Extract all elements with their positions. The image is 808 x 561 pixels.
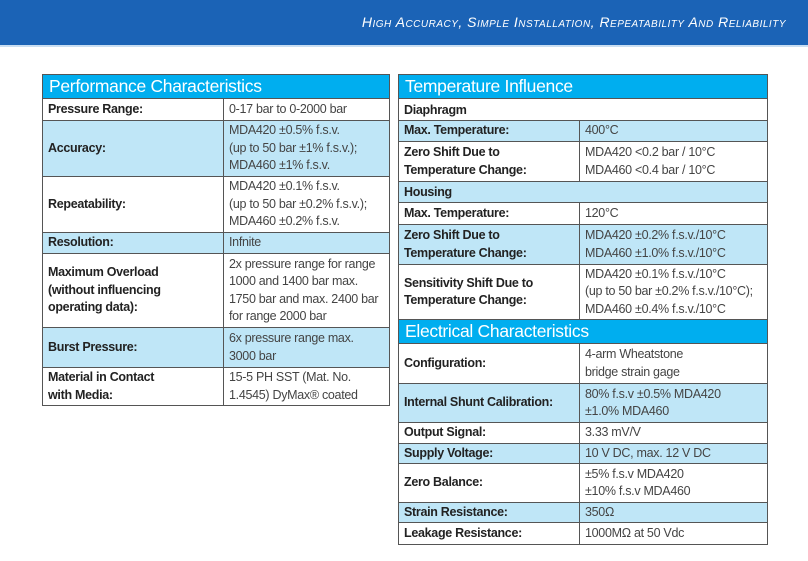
spec-row: Burst Pressure: 6x pressure range max. 30… xyxy=(43,327,389,367)
spec-row: Max. Temperature: 120°C xyxy=(399,202,767,224)
spec-row: Repeatability: MDA420 ±0.1% f.s.v. (up to… xyxy=(43,176,389,232)
spec-row: Sensitivity Shift Due to Temperature Cha… xyxy=(399,264,767,319)
section-header-electrical-characteristics: Electrical Characteristics xyxy=(399,319,767,343)
spec-label: Pressure Range: xyxy=(43,99,224,120)
spec-label: Leakage Resistance: xyxy=(399,523,580,544)
spec-row: Output Signal: 3.33 mV/V xyxy=(399,422,767,443)
spec-value: 2x pressure range for range 1000 and 140… xyxy=(229,256,379,324)
spec-row: Supply Voltage: 10 V DC, max. 12 V DC xyxy=(399,443,767,463)
spec-row: Leakage Resistance: 1000MΩ at 50 Vdc xyxy=(399,522,767,544)
spec-label: Burst Pressure: xyxy=(43,328,224,367)
spec-label: Zero Balance: xyxy=(399,464,580,502)
spec-row: Max. Temperature: 400°C xyxy=(399,120,767,141)
spec-label: Max. Temperature: xyxy=(399,203,580,224)
spec-label: Sensitivity Shift Due to Temperature Cha… xyxy=(399,265,580,319)
spec-row: Resolution: Infnite xyxy=(43,232,389,253)
spec-row: Accuracy: MDA420 ±0.5% f.s.v. (up to 50 b… xyxy=(43,120,389,176)
subheader-row: Diaphragm xyxy=(399,98,767,120)
spec-value: 120°C xyxy=(585,205,619,220)
spec-label: Repeatability: xyxy=(43,177,224,232)
spec-value: MDA420 ±0.1% f.s.v./10°C (up to 50 bar ±… xyxy=(585,266,753,316)
spec-value: 400°C xyxy=(585,123,619,138)
spec-value: MDA420 ±0.1% f.s.v. (up to 50 bar ±0.2% … xyxy=(229,179,367,229)
spec-value: 80% f.s.v ±0.5% MDA420 ±1.0% MDA460 xyxy=(585,386,721,419)
spec-value: 10 V DC, max. 12 V DC xyxy=(585,445,711,460)
spec-value: ±5% f.s.v MDA420 ±10% f.s.v MDA460 xyxy=(585,466,691,499)
spec-value: 350Ω xyxy=(585,504,615,519)
subheader-label: Housing xyxy=(404,185,452,199)
spec-row: Strain Resistance: 350Ω xyxy=(399,502,767,522)
spec-label: Zero Shift Due to Temperature Change: xyxy=(399,225,580,264)
spec-value: 1000MΩ at 50 Vdc xyxy=(585,525,685,540)
spec-value: MDA420 ±0.5% f.s.v. (up to 50 bar ±1% f.… xyxy=(229,123,358,173)
spec-row: Zero Balance: ±5% f.s.v MDA420 ±10% f.s.v… xyxy=(399,463,767,502)
spec-label: Material in Contact with Media: xyxy=(43,368,224,405)
subheader-row: Housing xyxy=(399,181,767,202)
spec-label: Accuracy: xyxy=(43,121,224,176)
spec-label: Maximum Overload (without influencing op… xyxy=(43,254,224,327)
spec-row: Configuration: 4-arm Wheatstone bridge st… xyxy=(399,343,767,383)
spec-row: Maximum Overload (without influencing op… xyxy=(43,253,389,327)
spec-label: Configuration: xyxy=(399,344,580,383)
spec-label: Internal Shunt Calibration: xyxy=(399,384,580,422)
spec-row: Internal Shunt Calibration: 80% f.s.v ±0.… xyxy=(399,383,767,422)
section-header-temperature-influence: Temperature Influence xyxy=(399,75,767,98)
spec-value: Infnite xyxy=(229,235,261,250)
spec-value: 0-17 bar to 0-2000 bar xyxy=(229,101,347,116)
spec-label: Strain Resistance: xyxy=(399,503,580,522)
spec-row: Zero Shift Due to Temperature Change: MDA… xyxy=(399,224,767,264)
spec-value: MDA420 ±0.2% f.s.v./10°C MDA460 ±1.0% f.… xyxy=(585,228,726,260)
spec-label: Supply Voltage: xyxy=(399,444,580,463)
spec-label: Max. Temperature: xyxy=(399,121,580,141)
section-header-performance-characteristics: Performance Characteristics xyxy=(43,75,389,98)
spec-label: Resolution: xyxy=(43,233,224,253)
page-banner: High Accuracy, Simple Installation, Repe… xyxy=(0,0,808,47)
spec-value: 15-5 PH SST (Mat. No. 1.4545) DyMax® coa… xyxy=(229,370,358,402)
spec-row: Zero Shift Due to Temperature Change: MDA… xyxy=(399,141,767,181)
performance-characteristics-table: Performance Characteristics Pressure Rang… xyxy=(42,74,390,406)
spec-value: 3.33 mV/V xyxy=(585,425,641,440)
spec-row: Material in Contact with Media: 15-5 PH S… xyxy=(43,367,389,405)
spec-label: Output Signal: xyxy=(399,423,580,443)
temperature-electrical-table: Temperature Influence Diaphragm Max. Tempe… xyxy=(398,74,768,545)
spec-value: 6x pressure range max. 3000 bar xyxy=(229,331,354,363)
spec-row: Pressure Range: 0-17 bar to 0-2000 bar xyxy=(43,98,389,120)
spec-label: Zero Shift Due to Temperature Change: xyxy=(399,142,580,181)
spec-value: MDA420 <0.2 bar / 10°C MDA460 <0.4 bar /… xyxy=(585,145,716,177)
banner-title: High Accuracy, Simple Installation, Repe… xyxy=(361,14,786,30)
subheader-label: Diaphragm xyxy=(404,102,467,117)
spec-value: 4-arm Wheatstone bridge strain gage xyxy=(585,347,684,379)
